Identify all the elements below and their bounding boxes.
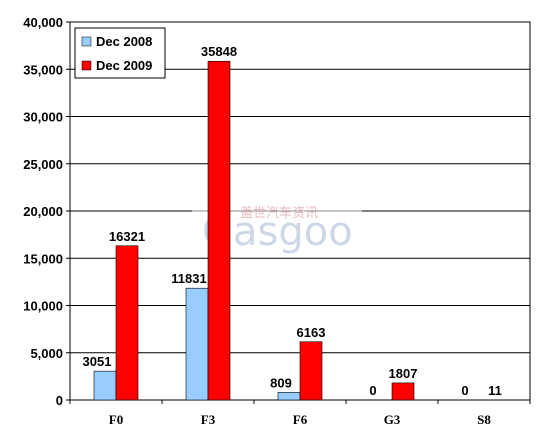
- bar-dec-2009-f3: [207, 60, 231, 401]
- data-label: 0: [369, 383, 376, 398]
- x-category-label: F6: [293, 412, 308, 427]
- legend-swatch-dec-2008: [81, 36, 92, 47]
- y-tick-label: 35,000: [23, 62, 63, 77]
- bar-dec-2009-f6: [299, 341, 323, 401]
- y-tick-label: 10,000: [23, 299, 63, 314]
- data-labels: 3051 16321 11831 35848 809 6163 0 1807 0 11: [83, 44, 502, 398]
- y-tick-label: 25,000: [23, 157, 63, 172]
- legend-label-dec-2009: Dec 2009: [96, 58, 152, 73]
- bar-series: [93, 60, 507, 401]
- data-label: 809: [270, 375, 292, 390]
- y-tick-label: 40,000: [23, 15, 63, 30]
- x-axis: F0 F3 F6 G3 S8: [69, 400, 531, 427]
- data-label: 11831: [171, 271, 206, 286]
- y-tick-label: 5,000: [30, 346, 63, 361]
- bar-dec-2008-f0: [93, 370, 117, 401]
- gridlines: [70, 68, 530, 354]
- legend-swatch-dec-2009: [81, 60, 92, 71]
- data-label: 11: [488, 383, 502, 398]
- data-label: 16321: [109, 229, 145, 244]
- bar-dec-2008-f3: [185, 287, 209, 401]
- y-tick-label: 30,000: [23, 110, 63, 125]
- data-label: 1807: [389, 366, 418, 381]
- x-category-label: S8: [477, 412, 491, 427]
- x-category-label: F0: [109, 412, 123, 427]
- data-label: 35848: [201, 44, 237, 59]
- legend-label-dec-2008: Dec 2008: [96, 34, 152, 49]
- y-tick-label: 0: [56, 393, 63, 408]
- bar-dec-2009-g3: [391, 382, 415, 401]
- legend: Dec 2008 Dec 2009: [74, 27, 166, 79]
- y-axis: 0 5,000 10,000 15,000 20,000 25,000 30,000 35,0…: [23, 15, 70, 408]
- x-category-label: G3: [384, 412, 401, 427]
- bar-dec-2009-f0: [115, 245, 139, 401]
- bar-dec-2008-f6: [277, 392, 301, 401]
- data-label: 3051: [83, 354, 112, 369]
- watermark-tagline: 盖世汽车资讯: [240, 205, 318, 221]
- y-tick-label: 15,000: [23, 251, 63, 266]
- x-category-label: F3: [201, 412, 216, 427]
- y-tick-label: 20,000: [23, 204, 63, 219]
- data-label: 6163: [297, 325, 326, 340]
- data-label: 0: [461, 383, 468, 398]
